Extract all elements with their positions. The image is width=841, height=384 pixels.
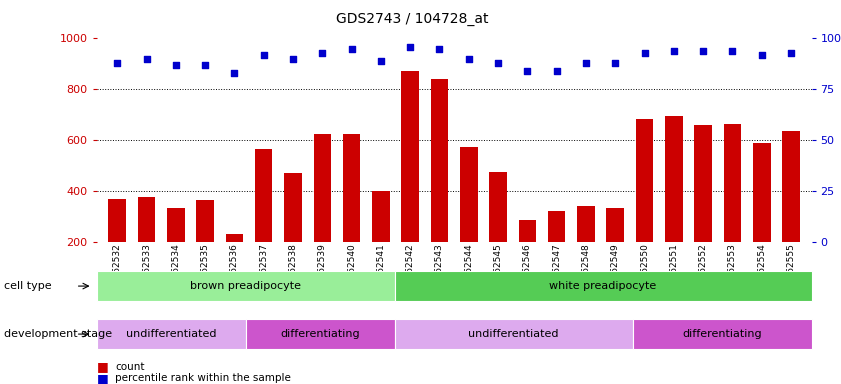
Point — [491, 60, 505, 66]
Bar — [695, 125, 712, 242]
Bar — [394, 319, 632, 349]
Point — [579, 60, 593, 66]
Bar — [606, 208, 624, 242]
Point — [550, 68, 563, 74]
Point — [169, 62, 182, 68]
Bar — [489, 172, 507, 242]
Text: percentile rank within the sample: percentile rank within the sample — [115, 373, 291, 383]
Text: differentiating: differentiating — [682, 329, 762, 339]
Point — [374, 58, 388, 64]
Point — [140, 56, 153, 62]
Text: development stage: development stage — [4, 329, 113, 339]
Text: ■: ■ — [97, 372, 108, 384]
Bar — [138, 197, 156, 242]
Bar — [636, 119, 653, 242]
Bar — [372, 191, 389, 242]
Bar — [167, 208, 185, 242]
Text: count: count — [115, 362, 145, 372]
Text: differentiating: differentiating — [280, 329, 360, 339]
Bar — [394, 271, 812, 301]
Point — [667, 48, 680, 54]
Bar — [723, 124, 741, 242]
Bar — [431, 79, 448, 242]
Point — [755, 51, 769, 58]
Bar — [284, 173, 302, 242]
Point — [228, 70, 241, 76]
Bar — [97, 319, 246, 349]
Point — [433, 46, 447, 52]
Point — [696, 48, 710, 54]
Text: white preadipocyte: white preadipocyte — [549, 281, 657, 291]
Point — [637, 50, 651, 56]
Bar — [460, 147, 478, 242]
Point — [726, 48, 739, 54]
Point — [110, 60, 124, 66]
Text: undifferentiated: undifferentiated — [126, 329, 216, 339]
Bar — [577, 206, 595, 242]
Bar — [225, 234, 243, 242]
Bar — [547, 212, 565, 242]
Bar — [314, 134, 331, 242]
Text: undifferentiated: undifferentiated — [468, 329, 559, 339]
Bar — [665, 116, 683, 242]
Bar — [196, 200, 214, 242]
Bar — [632, 319, 812, 349]
Point — [315, 50, 329, 56]
Point — [286, 56, 299, 62]
Text: GDS2743 / 104728_at: GDS2743 / 104728_at — [336, 12, 489, 25]
Bar — [401, 71, 419, 242]
Bar — [246, 319, 394, 349]
Point — [521, 68, 534, 74]
Text: ■: ■ — [97, 360, 108, 373]
Bar — [255, 149, 272, 242]
Bar — [343, 134, 361, 242]
Bar — [753, 143, 770, 242]
Point — [785, 50, 798, 56]
Bar — [108, 199, 126, 242]
Point — [345, 46, 358, 52]
Bar — [782, 131, 800, 242]
Text: brown preadipocyte: brown preadipocyte — [190, 281, 301, 291]
Bar — [519, 220, 537, 242]
Bar — [97, 271, 394, 301]
Point — [462, 56, 475, 62]
Point — [257, 51, 271, 58]
Point — [609, 60, 622, 66]
Point — [404, 43, 417, 50]
Text: cell type: cell type — [4, 281, 52, 291]
Point — [198, 62, 212, 68]
